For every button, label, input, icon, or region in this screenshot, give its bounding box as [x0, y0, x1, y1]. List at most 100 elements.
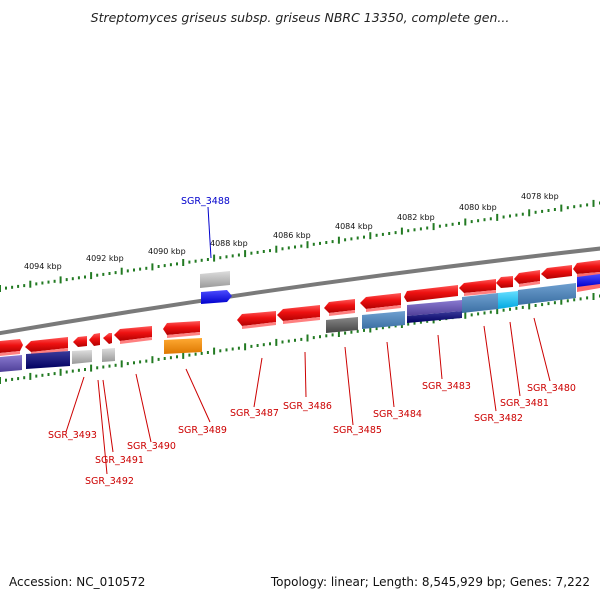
- minor-tick: [413, 228, 416, 232]
- gene-label[interactable]: SGR_3486: [283, 401, 332, 412]
- minor-tick: [169, 356, 172, 360]
- feature-block-grey[interactable]: [72, 350, 92, 364]
- gene-arrow[interactable]: [163, 321, 200, 335]
- gene-arrow[interactable]: [277, 305, 320, 321]
- minor-tick: [206, 258, 209, 261]
- minor-tick: [256, 250, 259, 254]
- gene-label[interactable]: SGR_3484: [373, 409, 422, 420]
- major-tick: [432, 223, 435, 231]
- gene-label[interactable]: SGR_3483: [422, 381, 471, 392]
- gene-arrow[interactable]: [324, 299, 355, 313]
- minor-tick: [287, 246, 290, 250]
- feature-block-steel[interactable]: [462, 293, 498, 313]
- minor-tick: [41, 281, 44, 285]
- gene-label[interactable]: SGR_3489: [178, 425, 227, 436]
- feature-block-dark[interactable]: [326, 317, 358, 333]
- feature-block-steel[interactable]: [362, 311, 405, 329]
- major-tick: [90, 364, 93, 372]
- gene-arrow[interactable]: [496, 276, 513, 288]
- gene-arrow[interactable]: [25, 337, 68, 352]
- minor-tick: [194, 352, 197, 356]
- minor-tick: [319, 241, 321, 245]
- minor-tick: [71, 277, 74, 281]
- minor-tick: [566, 299, 569, 303]
- gene-label[interactable]: SGR_3485: [333, 425, 382, 436]
- gene-arrow[interactable]: [89, 333, 100, 346]
- minor-tick: [53, 372, 56, 376]
- feature-block-blue[interactable]: [577, 274, 600, 287]
- gene-arrow[interactable]: [459, 279, 496, 293]
- feature-block-purple[interactable]: [0, 355, 22, 372]
- gene-arrow[interactable]: [360, 293, 401, 309]
- minor-tick: [5, 378, 7, 382]
- minor-tick: [419, 320, 422, 324]
- feature-block-grey[interactable]: [102, 348, 115, 362]
- minor-tick: [521, 305, 524, 309]
- gene-label[interactable]: SGR_3490: [127, 441, 176, 452]
- gene-label[interactable]: SGR_3481: [500, 398, 549, 409]
- feature-block-navy[interactable]: [407, 311, 462, 323]
- tick-label: 4086 kbp: [273, 231, 311, 240]
- minor-tick: [256, 344, 259, 347]
- gene-label[interactable]: SGR_3488: [181, 196, 230, 207]
- minor-tick: [534, 210, 537, 214]
- gene-labels: SGR_3488 SGR_3493 SGR_3491 SGR_3492 SGR_…: [48, 196, 576, 487]
- gene-arrow[interactable]: [541, 265, 572, 279]
- tick-label: 4084 kbp: [335, 222, 373, 231]
- minor-tick: [394, 324, 397, 328]
- minor-tick: [200, 258, 203, 262]
- minor-tick: [281, 340, 284, 344]
- minor-tick: [114, 363, 117, 367]
- minor-tick: [237, 253, 240, 257]
- gene-label[interactable]: SGR_3493: [48, 430, 97, 441]
- feature-block-orange[interactable]: [164, 338, 202, 354]
- minor-tick: [579, 204, 582, 208]
- minor-tick: [250, 251, 253, 255]
- major-tick: [560, 297, 563, 305]
- minor-tick: [17, 284, 20, 288]
- minor-tick: [23, 376, 26, 380]
- major-tick: [306, 241, 309, 249]
- gene-arrow[interactable]: [514, 270, 540, 284]
- feature-block-steel[interactable]: [518, 283, 576, 305]
- gene-arrow[interactable]: [237, 311, 276, 326]
- minor-tick: [176, 355, 178, 359]
- minor-tick: [573, 298, 576, 302]
- minor-tick: [145, 359, 148, 363]
- minor-tick: [219, 349, 222, 353]
- minor-tick: [312, 336, 315, 340]
- gene-SGR_3488-block[interactable]: [200, 271, 232, 304]
- tick-label: 4088 kbp: [210, 239, 248, 248]
- tick-label: 4082 kbp: [397, 213, 435, 222]
- feature-block-navy[interactable]: [26, 351, 70, 369]
- minor-tick: [47, 280, 50, 284]
- major-tick: [496, 213, 499, 221]
- minor-tick: [426, 226, 429, 230]
- gene-arrow[interactable]: [103, 333, 112, 344]
- minor-tick: [325, 241, 328, 244]
- minor-tick: [407, 322, 410, 326]
- feature-block-cyan[interactable]: [498, 291, 518, 309]
- major-tick: [59, 368, 62, 376]
- minor-tick: [17, 377, 20, 381]
- gene-label[interactable]: SGR_3487: [230, 408, 279, 419]
- major-tick: [182, 259, 185, 266]
- gene-arrow[interactable]: [114, 326, 152, 341]
- gene-arrow[interactable]: [404, 285, 458, 302]
- gene-arrow[interactable]: [0, 339, 23, 353]
- gene-arrow[interactable]: [73, 336, 87, 347]
- gene-label[interactable]: SGR_3480: [527, 383, 576, 394]
- feature-block-purple[interactable]: [407, 300, 462, 316]
- minor-tick: [319, 335, 321, 339]
- gene-arrow[interactable]: [573, 260, 600, 274]
- gene-label[interactable]: SGR_3482: [474, 413, 523, 424]
- minor-tick: [489, 310, 492, 314]
- major-tick: [90, 272, 93, 280]
- minor-tick: [250, 344, 253, 348]
- major-tick: [29, 280, 32, 288]
- gene-label[interactable]: SGR_3491: [95, 455, 144, 466]
- minor-tick: [194, 259, 197, 263]
- gene-label[interactable]: SGR_3492: [85, 476, 134, 487]
